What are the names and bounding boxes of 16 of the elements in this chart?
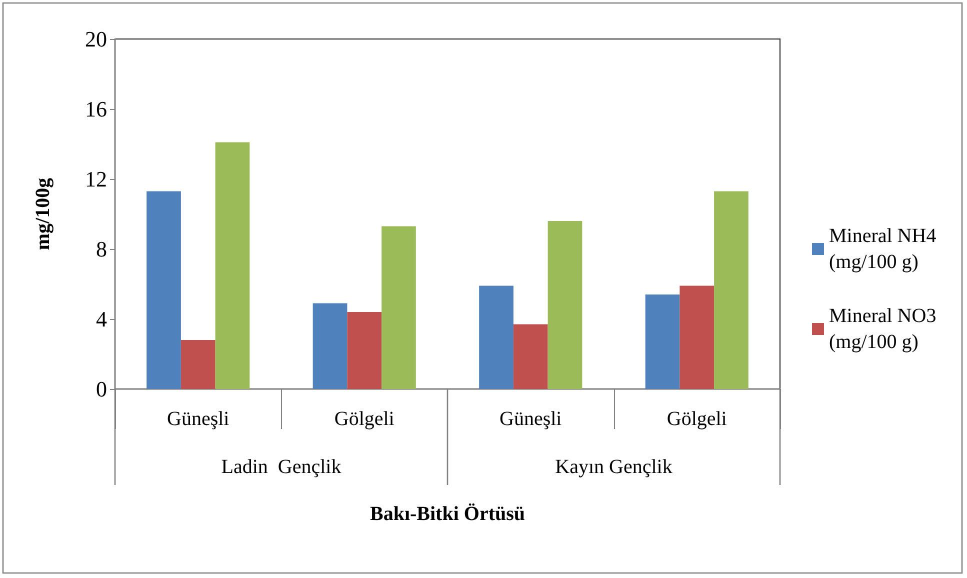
y-tick-label: 16	[85, 96, 107, 122]
legend-label: Mineral NO3 (mg/100 g)	[829, 305, 942, 353]
y-tick-label: 4	[96, 306, 107, 332]
y-tick-label: 20	[85, 26, 107, 52]
x-tick-label: Güneşli	[500, 408, 562, 430]
legend-label: Mineral NH4 (mg/100 g)	[829, 225, 942, 273]
x-tick-label: Gölgeli	[334, 408, 395, 430]
y-tick-label: 12	[85, 166, 107, 192]
y-tick-label: 8	[96, 236, 107, 262]
y-axis-title: mg/100g	[32, 178, 54, 250]
text: Ladin Gençlik	[221, 456, 342, 478]
x-tick-label: Gölgeli	[666, 408, 728, 430]
x-tick-label: Güneşli	[167, 408, 230, 430]
x-axis-title: Bakı-Bitki Örtüsü	[370, 503, 526, 525]
y-tick-label: 0	[96, 376, 107, 402]
text: Kayın Gençlik	[555, 456, 672, 478]
